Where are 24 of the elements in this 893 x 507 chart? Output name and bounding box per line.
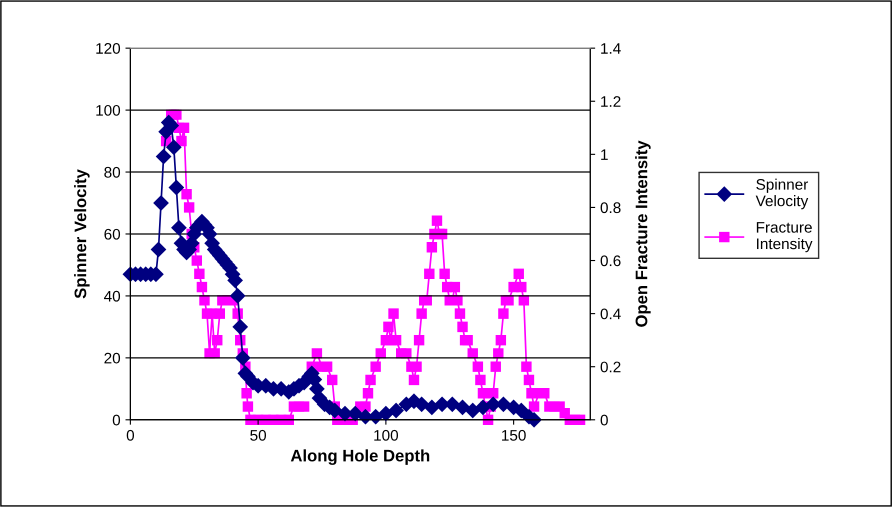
y-tick-label: 20 [104,352,120,364]
y2-tick-label: 0.2 [600,362,620,372]
y2-tick-label: 0.6 [600,255,621,266]
x-tick-label: 0 [126,430,134,441]
y2-tick-label: 0 [600,414,608,426]
x-tick-label: 50 [250,430,266,441]
y-tick-label: 60 [104,228,120,240]
y2-tick-label: 0.8 [600,202,621,214]
y-tick-label: 80 [104,166,120,178]
x-tick-label: 150 [502,430,526,441]
y-axis-title: Spinner Velocity [74,169,90,298]
x-tick-label: 100 [374,430,398,441]
y-tick-label: 40 [104,290,120,302]
y2-tick-label: 1.2 [601,96,620,107]
x-axis-title: Along Hole Depth [290,449,430,465]
y2-axis-title: Open Fracture Intensity [635,140,651,327]
y-tick-label: 120 [96,43,120,54]
y2-tick-label: 1 [601,149,608,160]
y-tick-label: 100 [96,104,120,116]
legend-label: Fracture Intensity [756,222,812,252]
legend-label: Spinner Velocity [756,178,808,210]
y-tick-label: 0 [112,414,120,426]
y2-tick-label: 1.4 [601,43,621,54]
y2-tick-label: 0.4 [600,308,621,320]
